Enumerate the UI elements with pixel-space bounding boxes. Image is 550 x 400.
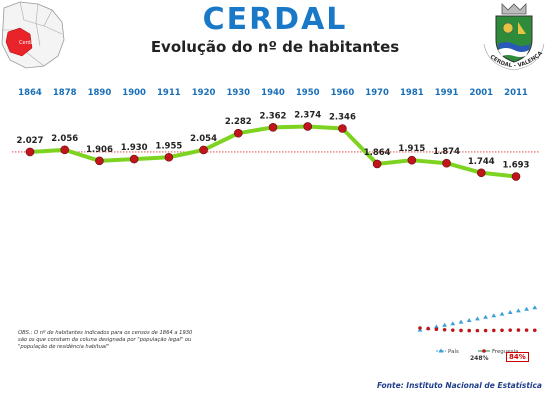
map-label: Cerdal — [19, 40, 35, 46]
data-point — [372, 159, 382, 169]
data-label: 1.864 — [364, 148, 391, 158]
data-label: 1.874 — [433, 147, 460, 157]
mini-pais-point — [450, 321, 456, 326]
year-tick-label: 1890 — [88, 88, 112, 98]
data-label: 2.027 — [17, 136, 44, 146]
mini-legend-freguesia: Freguesia — [492, 349, 518, 355]
mini-freguesia-point — [418, 326, 422, 330]
mini-pais-point — [499, 311, 505, 316]
year-tick-label: 1911 — [157, 88, 181, 98]
mini-freguesia-point — [533, 328, 537, 333]
data-label: 1.955 — [155, 141, 182, 151]
mini-freguesia-point — [442, 327, 447, 332]
coat-of-arms-icon: CERDAL - VALENÇA — [483, 3, 544, 71]
data-label: 2.056 — [51, 134, 78, 144]
data-label: 1.930 — [121, 143, 148, 153]
data-point — [442, 158, 451, 168]
data-point — [338, 124, 347, 133]
mini-freguesia-point — [475, 328, 480, 333]
mini-freguesia-point — [459, 328, 463, 333]
mini-pais-point — [475, 316, 480, 321]
mini-pais-point — [532, 305, 538, 310]
freguesia-growth-pct: 84% — [506, 352, 529, 362]
source-credit: Fonte: Instituto Nacional de Estatística — [376, 381, 542, 390]
data-point — [268, 123, 278, 132]
data-point — [129, 154, 139, 164]
mini-freguesia-point — [492, 328, 496, 333]
mini-freguesia-point — [467, 328, 472, 333]
mini-freguesia-point — [508, 328, 512, 332]
locator-map: Cerdal — [1, 1, 65, 69]
mini-freguesia-point — [500, 328, 504, 333]
year-tick-label: 1864 — [18, 88, 42, 98]
data-point — [303, 122, 313, 131]
year-tick-label: 1930 — [226, 88, 250, 98]
mini-pais-point — [516, 308, 521, 313]
year-tick-label: 1960 — [331, 88, 355, 98]
year-tick-label: 1991 — [435, 88, 459, 98]
data-point — [511, 172, 521, 181]
chart-subtitle: Evolução do nº de habitantes — [150, 38, 400, 56]
data-label: 1.744 — [468, 157, 495, 167]
year-tick-label: 2001 — [469, 88, 493, 98]
data-point — [476, 168, 486, 178]
mini-freguesia-point — [483, 328, 488, 333]
data-point — [95, 156, 104, 166]
year-tick-label: 1920 — [192, 88, 216, 98]
mini-freguesia-point — [516, 328, 521, 332]
data-label: 2.346 — [329, 113, 356, 123]
mini-legend-pais: País — [448, 348, 459, 355]
mini-freguesia-point — [426, 326, 431, 331]
mini-pais-point — [442, 322, 447, 327]
mini-pais-point — [434, 324, 439, 329]
year-tick-label: 1878 — [53, 88, 77, 98]
mini-pais-point — [483, 314, 488, 319]
data-point — [199, 145, 208, 155]
year-tick-label: 1950 — [296, 88, 320, 98]
data-point — [25, 147, 35, 157]
year-tick-label: 1900 — [122, 88, 146, 98]
year-tick-label: 2011 — [504, 88, 528, 98]
pais-growth-pct: 248% — [470, 355, 489, 362]
mini-freguesia-point — [434, 327, 439, 332]
mini-pais-point — [458, 319, 464, 324]
data-label: 2.054 — [190, 134, 217, 144]
mini-pais-point — [491, 313, 497, 318]
data-point — [407, 155, 417, 165]
data-point — [233, 128, 243, 138]
mini-pais-point — [524, 306, 529, 311]
data-label: 1.906 — [86, 145, 113, 155]
data-point — [164, 152, 174, 162]
mini-pais-point — [507, 310, 513, 314]
data-point — [60, 145, 70, 155]
year-tick-label: 1981 — [400, 88, 424, 98]
mini-freguesia-point — [524, 328, 529, 332]
data-label: 1.915 — [398, 144, 425, 154]
year-tick-label: 1970 — [365, 88, 389, 98]
mini-pais-point — [466, 318, 472, 322]
year-tick-label: 1940 — [261, 88, 285, 98]
observation-note: OBS.: O nº de habitantes indicados para … — [18, 330, 193, 350]
data-label: 1.693 — [503, 161, 530, 171]
mini-legend-freguesia-marker — [478, 349, 490, 353]
cerdal-region — [5, 27, 33, 57]
mini-legend-pais-marker — [436, 348, 446, 353]
data-label: 2.374 — [294, 110, 321, 120]
data-label: 2.282 — [225, 117, 252, 127]
mini-freguesia-point — [451, 328, 455, 332]
data-label: 2.362 — [260, 111, 287, 121]
page-title: CERDAL — [202, 2, 348, 37]
